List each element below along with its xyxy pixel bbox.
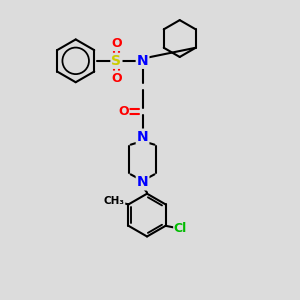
Text: O: O — [118, 105, 129, 118]
Text: O: O — [111, 37, 122, 50]
Text: S: S — [111, 54, 122, 68]
Text: N: N — [137, 176, 148, 189]
Text: N: N — [137, 130, 148, 144]
Text: CH₃: CH₃ — [104, 196, 125, 206]
Text: Cl: Cl — [174, 222, 187, 235]
Text: O: O — [111, 72, 122, 85]
Text: N: N — [137, 54, 148, 68]
